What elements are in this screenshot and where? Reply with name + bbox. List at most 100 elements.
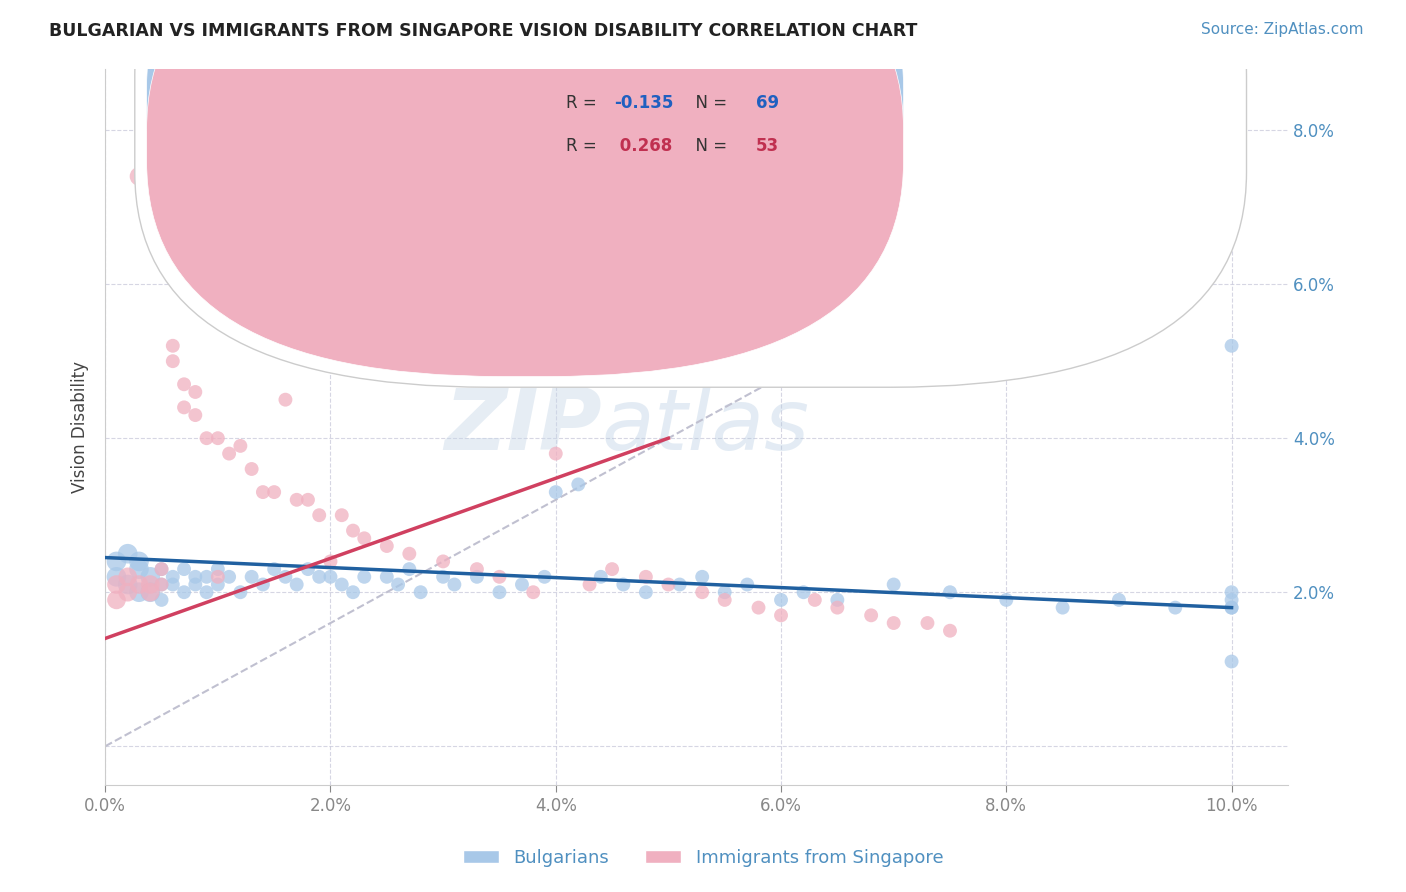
Point — [285, 492, 308, 507]
Point — [1052, 600, 1074, 615]
Point — [544, 447, 567, 461]
Point — [139, 577, 162, 591]
Point — [353, 531, 375, 545]
Point — [184, 577, 207, 591]
Point — [1220, 593, 1243, 607]
Point — [387, 577, 409, 591]
Point — [1220, 655, 1243, 669]
Point — [162, 339, 184, 353]
Point — [184, 570, 207, 584]
Point — [207, 431, 229, 445]
Point — [342, 585, 364, 599]
Point — [330, 577, 353, 591]
Point — [184, 408, 207, 422]
Legend: Bulgarians, Immigrants from Singapore: Bulgarians, Immigrants from Singapore — [456, 842, 950, 874]
Point — [917, 615, 939, 630]
Point — [128, 169, 150, 184]
Point — [319, 570, 342, 584]
Point — [510, 577, 533, 591]
Text: atlas: atlas — [602, 385, 810, 468]
Point — [139, 570, 162, 584]
Point — [544, 485, 567, 500]
Point — [274, 570, 297, 584]
Point — [297, 492, 319, 507]
Point — [308, 570, 330, 584]
Point — [735, 577, 758, 591]
Point — [342, 524, 364, 538]
Text: ZIP: ZIP — [444, 385, 602, 468]
Point — [150, 562, 173, 576]
Point — [263, 562, 285, 576]
Point — [713, 585, 735, 599]
Point — [252, 485, 274, 500]
Point — [162, 354, 184, 368]
Text: R =: R = — [567, 136, 602, 155]
Point — [827, 600, 849, 615]
Point — [117, 570, 139, 584]
Point — [240, 570, 263, 584]
Point — [522, 585, 544, 599]
Point — [995, 593, 1018, 607]
Point — [747, 600, 769, 615]
Point — [432, 554, 454, 568]
Point — [1164, 600, 1187, 615]
Point — [105, 593, 128, 607]
Point — [883, 615, 905, 630]
Point — [432, 570, 454, 584]
Point — [770, 608, 793, 623]
FancyBboxPatch shape — [135, 0, 1247, 387]
Point — [117, 577, 139, 591]
Point — [117, 547, 139, 561]
Point — [297, 562, 319, 576]
Point — [105, 570, 128, 584]
Point — [207, 562, 229, 576]
Point — [128, 554, 150, 568]
Point — [207, 570, 229, 584]
Point — [263, 485, 285, 500]
Point — [1220, 339, 1243, 353]
Point — [207, 577, 229, 591]
Point — [1220, 600, 1243, 615]
Point — [105, 577, 128, 591]
Point — [1108, 593, 1130, 607]
Point — [533, 570, 555, 584]
Point — [804, 593, 827, 607]
Point — [793, 585, 815, 599]
Point — [1220, 600, 1243, 615]
Point — [690, 585, 713, 599]
Point — [330, 508, 353, 523]
Point — [150, 577, 173, 591]
Point — [398, 547, 420, 561]
Text: BULGARIAN VS IMMIGRANTS FROM SINGAPORE VISION DISABILITY CORRELATION CHART: BULGARIAN VS IMMIGRANTS FROM SINGAPORE V… — [49, 22, 918, 40]
Point — [173, 585, 195, 599]
Point — [173, 401, 195, 415]
Point — [229, 439, 252, 453]
Point — [375, 539, 398, 553]
Point — [139, 585, 162, 599]
Point — [488, 585, 510, 599]
Point — [128, 585, 150, 599]
Point — [195, 585, 218, 599]
Point — [195, 570, 218, 584]
Point — [465, 562, 488, 576]
Point — [308, 508, 330, 523]
Point — [105, 554, 128, 568]
Point — [567, 477, 589, 491]
Text: 69: 69 — [755, 94, 779, 112]
Point — [1220, 585, 1243, 599]
Point — [353, 570, 375, 584]
Point — [827, 593, 849, 607]
Point — [770, 593, 793, 607]
Point — [252, 577, 274, 591]
Point — [173, 377, 195, 392]
Point — [117, 585, 139, 599]
Point — [578, 577, 600, 591]
Point — [443, 577, 465, 591]
Point — [860, 608, 883, 623]
Text: -0.135: -0.135 — [614, 94, 673, 112]
Point — [612, 577, 634, 591]
Point — [657, 577, 679, 591]
Point — [398, 562, 420, 576]
Point — [195, 431, 218, 445]
Point — [375, 570, 398, 584]
